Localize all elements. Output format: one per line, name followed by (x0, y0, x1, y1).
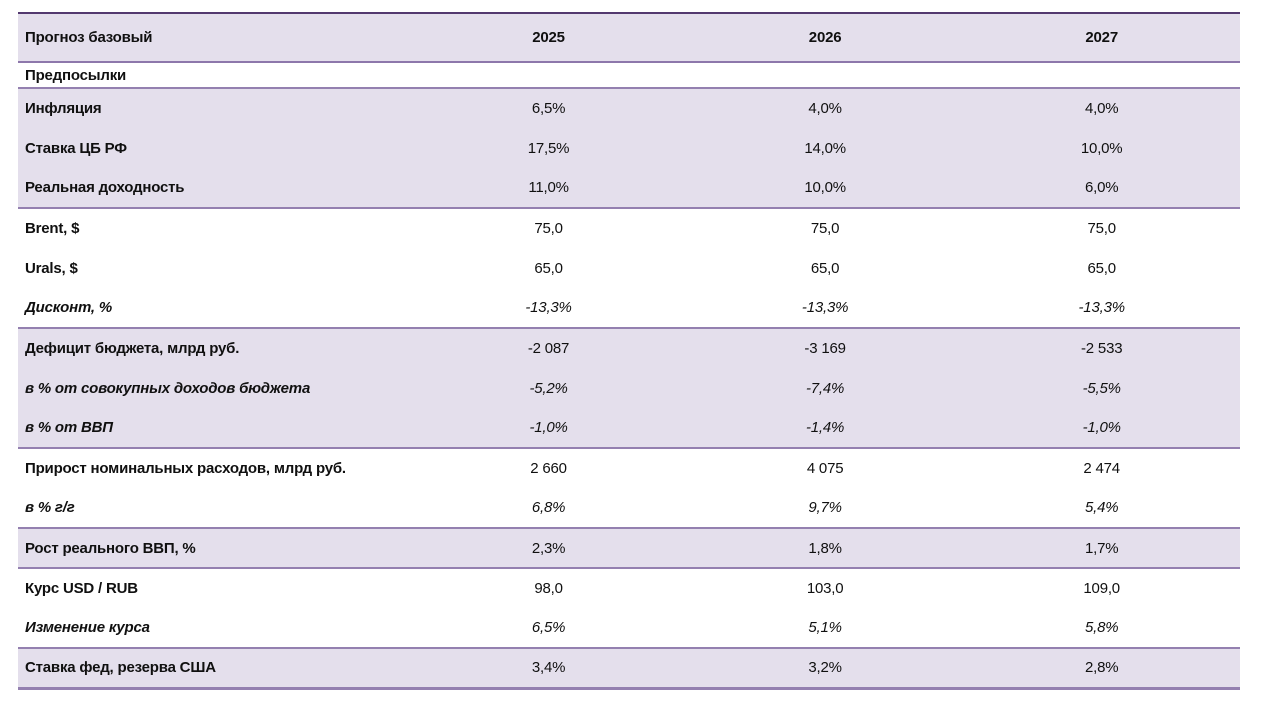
table-row: Изменение курса 6,5% 5,1% 5,8% (18, 608, 1240, 648)
row-value: 5,4% (1084, 499, 1119, 516)
section-row: Предпосылки (18, 61, 1240, 88)
row-value: 103,0 (686, 567, 964, 608)
row-label: Brent, $ (18, 207, 411, 248)
table-row: в % от совокупных доходов бюджета -5,2% -7… (18, 368, 1240, 408)
table-row: Дефицит бюджета, млрд руб. -2 087 -3 169 -2… (18, 327, 1240, 368)
row-value: -2 533 (963, 327, 1240, 368)
row-value: -1,4% (806, 419, 845, 436)
row-value: 17,5% (527, 139, 570, 157)
table-row: Рост реального ВВП, % 2,3% 1,8% 1,7% (18, 527, 1240, 568)
row-value: 3,2% (686, 647, 964, 688)
row-label: Рост реального ВВП, % (18, 527, 411, 568)
row-value: -13,3% (525, 299, 572, 316)
row-value: 10,0% (804, 179, 846, 196)
row-label: в % от ВВП (25, 419, 113, 436)
row-label: в % от совокупных доходов бюджета (25, 379, 311, 397)
row-value: 4,0% (686, 87, 964, 128)
table-row: Прирост номинальных расходов, млрд руб. 2… (18, 447, 1240, 488)
year-column-2026: 2026 (808, 29, 842, 46)
row-label: Ставка ЦБ РФ (25, 139, 127, 157)
table-row: Инфляция 6,5% 4,0% 4,0% (18, 87, 1240, 128)
row-value: 6,0% (1084, 179, 1119, 196)
row-value: 4,0% (963, 87, 1240, 128)
row-value: -13,3% (801, 299, 849, 316)
row-label: Дефицит бюджета, млрд руб. (18, 327, 411, 368)
table-row: Курс USD / RUB 98,0 103,0 109,0 (18, 567, 1240, 608)
table-row: в % от ВВП -1,0% -1,4% -1,0% (18, 408, 1240, 448)
row-value: -13,3% (1078, 299, 1126, 316)
row-label: Реальная доходность (25, 179, 185, 196)
row-value: 14,0% (804, 139, 846, 157)
header-row: Прогноз базовый 2025 2026 2027 (18, 13, 1240, 62)
row-label: Прирост номинальных расходов, млрд руб. (18, 447, 411, 488)
row-value: 1,7% (963, 527, 1240, 568)
row-value: -1,0% (529, 419, 568, 436)
row-label: Ставка фед, резерва США (18, 647, 411, 688)
row-label: в % г/г (25, 499, 75, 516)
row-value: 6,5% (531, 619, 566, 636)
row-value: 75,0 (410, 207, 687, 248)
row-value: 109,0 (963, 567, 1240, 608)
row-label: Предпосылки (18, 61, 1240, 88)
row-label: Инфляция (18, 87, 411, 128)
row-value: 1,8% (686, 527, 964, 568)
table-row: Ставка ЦБ РФ 17,5% 14,0% 10,0% (18, 128, 1240, 168)
row-label: Urals, $ (25, 259, 78, 277)
row-value: 10,0% (1080, 139, 1123, 157)
row-value: 6,5% (410, 87, 687, 128)
table-body: Предпосылки Инфляция 6,5% 4,0% 4,0% Ставка ЦБ… (18, 61, 1240, 688)
table-title: Прогноз базовый (25, 29, 153, 46)
row-value: 11,0% (528, 179, 569, 196)
row-value: 65,0 (810, 259, 840, 277)
table-row: Urals, $ 65,0 65,0 65,0 (18, 248, 1240, 288)
row-value: 2 660 (410, 447, 687, 488)
row-value: -5,2% (529, 379, 568, 397)
row-value: 75,0 (686, 207, 964, 248)
row-value: 5,8% (1084, 619, 1119, 636)
row-value: 2 474 (963, 447, 1240, 488)
row-value: 2,8% (963, 647, 1240, 688)
table-row: Ставка фед, резерва США 3,4% 3,2% 2,8% (18, 647, 1240, 688)
table-row: Дисконт, % -13,3% -13,3% -13,3% (18, 288, 1240, 328)
row-value: 5,1% (808, 619, 842, 636)
table-row: в % г/г 6,8% 9,7% 5,4% (18, 488, 1240, 528)
row-value: -3 169 (686, 327, 964, 368)
row-value: 6,8% (531, 499, 566, 516)
row-value: 4 075 (686, 447, 964, 488)
row-value: 3,4% (410, 647, 687, 688)
year-column-2027: 2027 (1085, 29, 1118, 46)
row-value: -1,0% (1082, 419, 1121, 436)
row-label: Изменение курса (25, 619, 150, 636)
forecast-table-container: Прогноз базовый 2025 2026 2027 Предпосыл… (18, 12, 1240, 690)
row-value: 65,0 (534, 259, 563, 277)
forecast-table: Прогноз базовый 2025 2026 2027 Предпосыл… (18, 12, 1240, 690)
row-value: 2,3% (410, 527, 687, 568)
row-value: -7,4% (806, 379, 845, 397)
table-row: Реальная доходность 11,0% 10,0% 6,0% (18, 168, 1240, 208)
row-value: 9,7% (808, 499, 842, 516)
row-value: -2 087 (410, 327, 687, 368)
row-value: 75,0 (963, 207, 1240, 248)
row-value: -5,5% (1082, 379, 1121, 397)
row-value: 98,0 (410, 567, 687, 608)
row-value: 65,0 (1087, 259, 1116, 277)
row-label: Курс USD / RUB (18, 567, 411, 608)
year-column-2025: 2025 (532, 29, 565, 46)
table-row: Brent, $75,0 75,0 75,0 (18, 207, 1240, 248)
row-label: Дисконт, % (25, 299, 112, 316)
